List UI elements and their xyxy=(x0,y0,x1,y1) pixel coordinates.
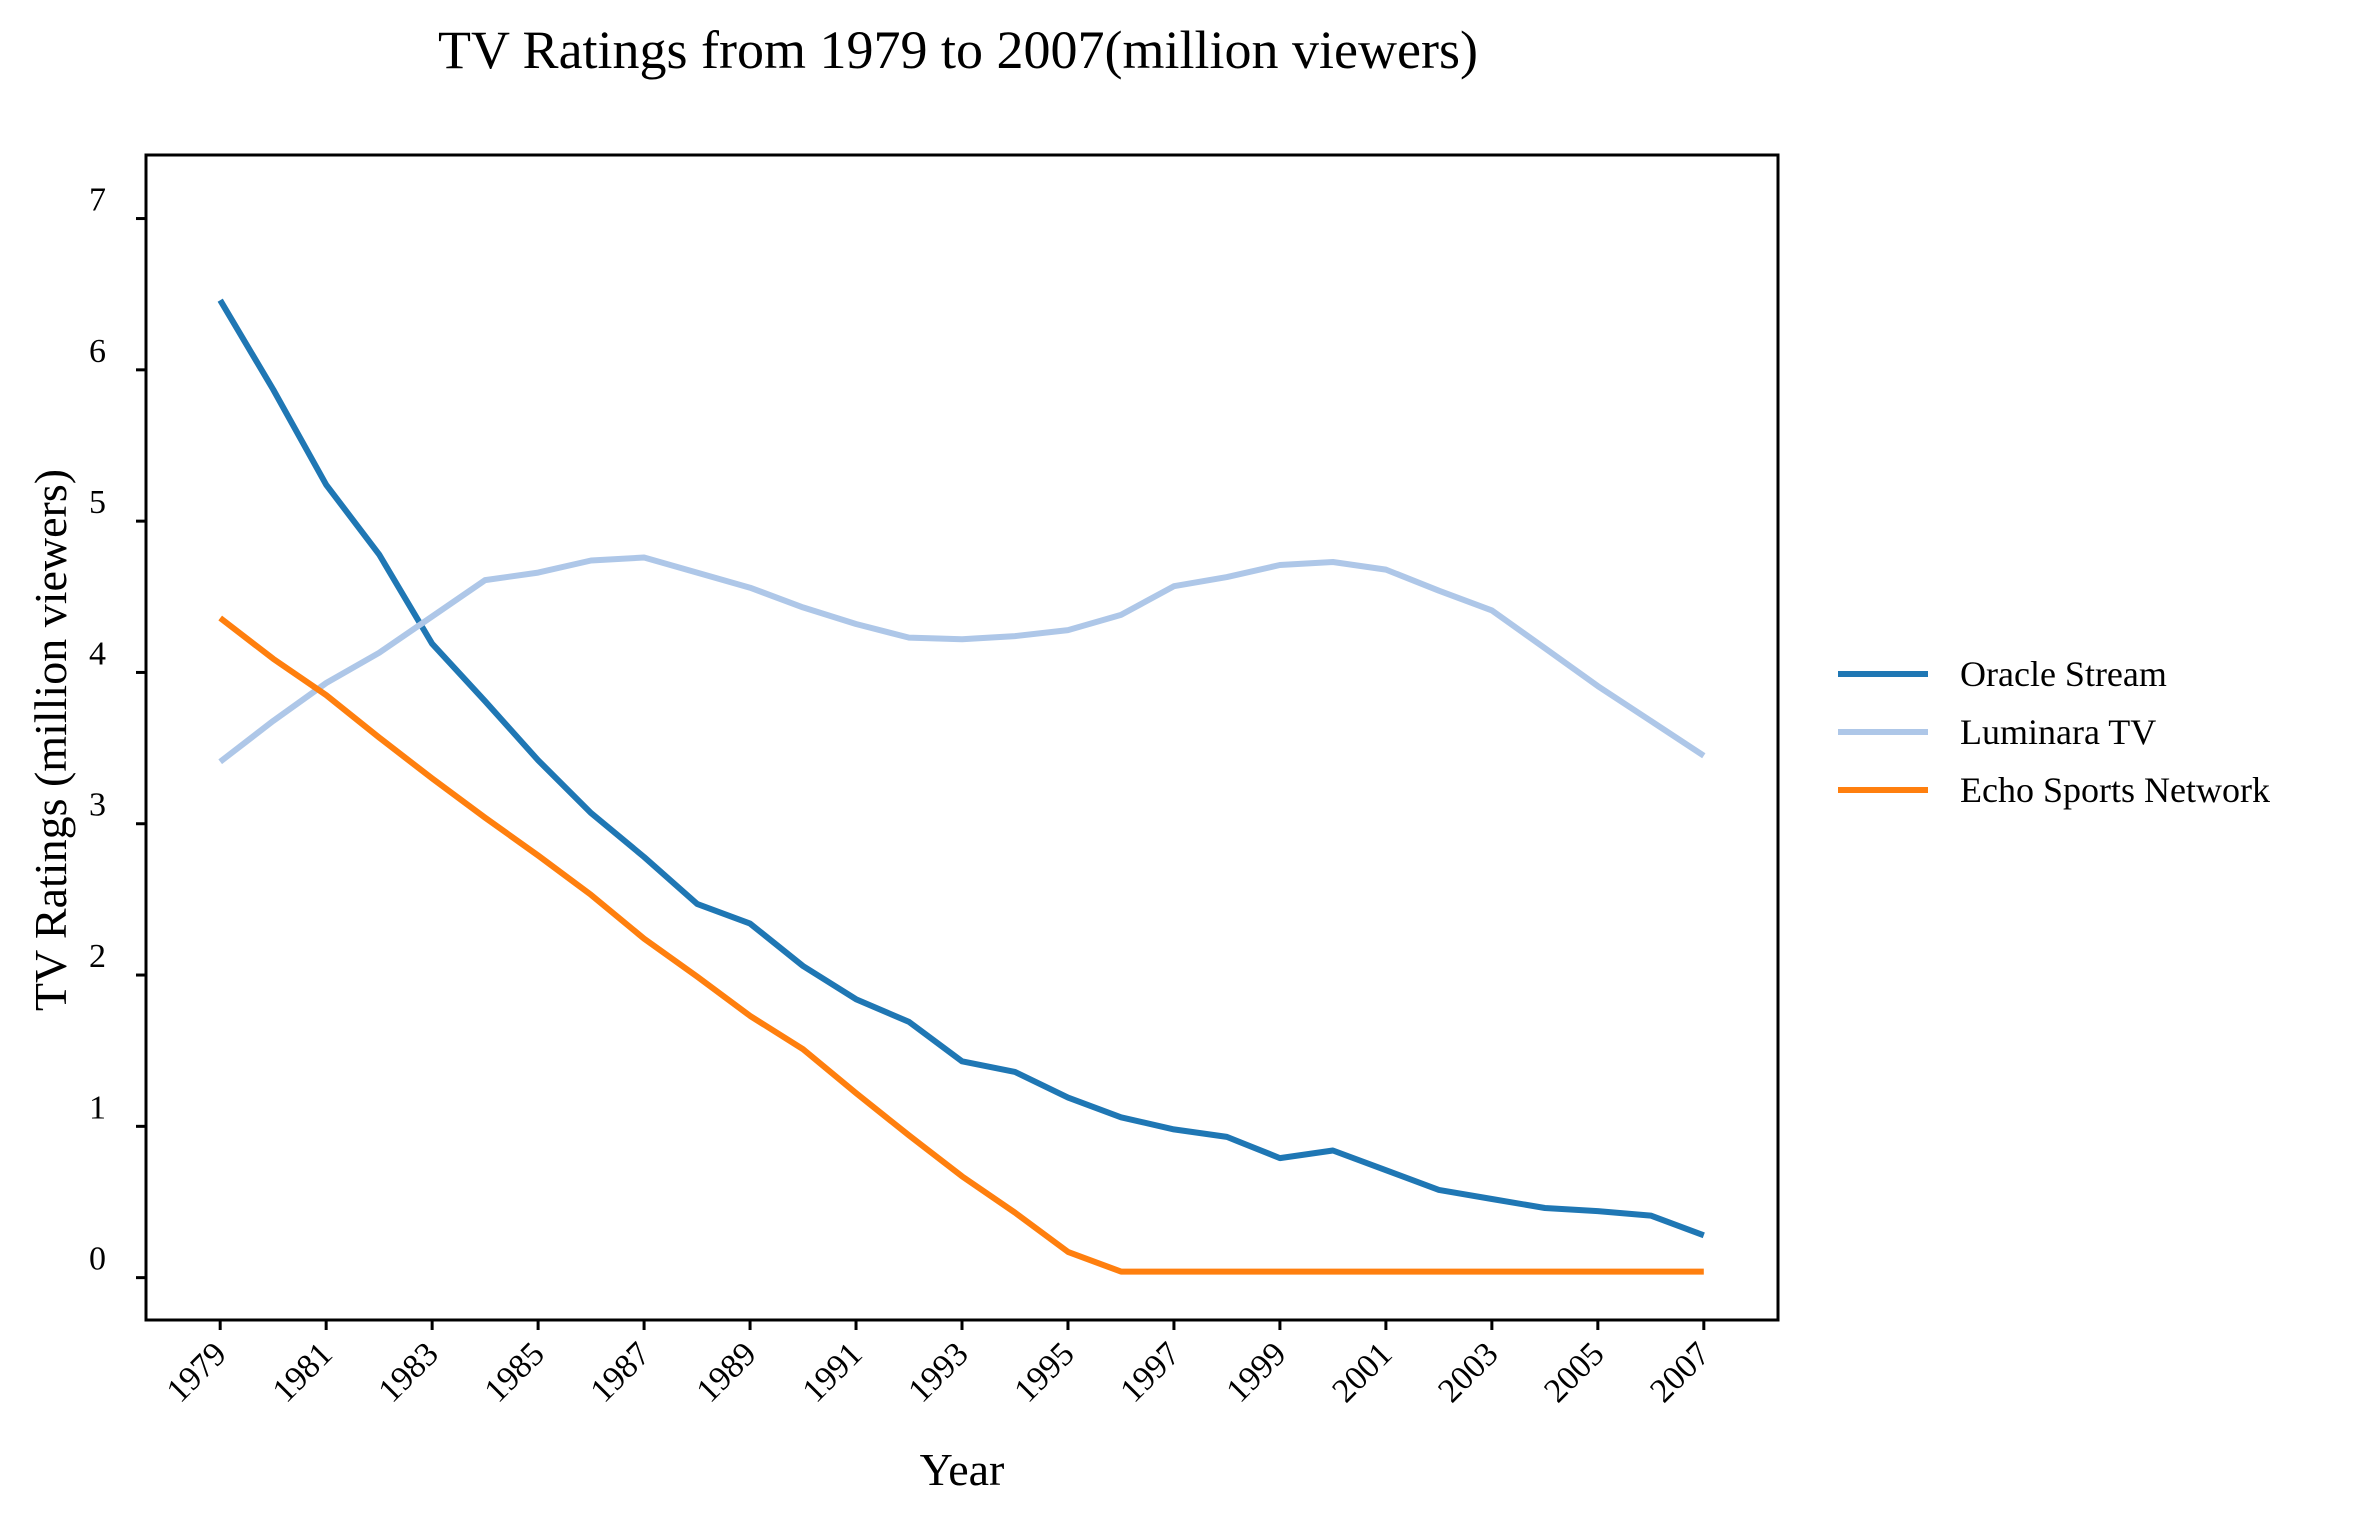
x-tick-label: 1989 xyxy=(689,1335,763,1409)
x-tick-label: 1995 xyxy=(1007,1335,1081,1409)
plot-frame xyxy=(144,153,1780,1322)
x-tick-label: 2005 xyxy=(1537,1335,1611,1409)
y-tick-label: 3 xyxy=(89,787,106,824)
x-tick-label: 1991 xyxy=(795,1335,869,1409)
x-tick-label: 1993 xyxy=(901,1335,975,1409)
x-tick-label: 2007 xyxy=(1643,1335,1717,1409)
x-tick-label: 1983 xyxy=(372,1335,446,1409)
y-tick-label: 2 xyxy=(89,938,106,975)
x-tick-label: 1981 xyxy=(266,1335,340,1409)
x-axis-label: Year xyxy=(920,1444,1005,1495)
x-tick-label: 1997 xyxy=(1113,1335,1187,1409)
legend-label: Oracle Stream xyxy=(1960,654,2167,694)
y-axis: 0 1 2 3 4 5 6 7 xyxy=(89,182,146,1280)
plot-area: 0 1 2 3 4 5 6 7 1979 1981 1983 1985 1987 1989 1991 199… xyxy=(89,153,1780,1410)
legend: Oracle Stream Luminara TV Echo Sports Netw… xyxy=(1838,654,2270,810)
y-tick-label: 6 xyxy=(89,333,106,370)
series-line-oracle-stream xyxy=(217,298,1705,1239)
x-tick-label: 1999 xyxy=(1219,1335,1293,1409)
y-axis-label: TV Ratings (million viewers) xyxy=(25,469,76,1011)
y-tick-label: 1 xyxy=(89,1089,106,1126)
legend-label: Echo Sports Network xyxy=(1960,770,2270,810)
series-line-luminara-tv xyxy=(218,554,1706,765)
x-tick-label: 2001 xyxy=(1325,1335,1399,1409)
series-lines xyxy=(217,298,1706,1275)
x-tick-label: 1987 xyxy=(583,1335,657,1409)
y-tick-label: 4 xyxy=(89,635,106,672)
x-tick-label: 2003 xyxy=(1431,1335,1505,1409)
legend-label: Luminara TV xyxy=(1960,712,2156,752)
y-tick-label: 7 xyxy=(89,182,106,219)
x-tick-label: 1979 xyxy=(160,1335,234,1409)
x-axis: 1979 1981 1983 1985 1987 1989 1991 1993 1995 1997… xyxy=(160,1320,1717,1410)
y-tick-label: 0 xyxy=(89,1241,106,1278)
chart-title: TV Ratings from 1979 to 2007(million vie… xyxy=(438,20,1478,80)
y-tick-label: 5 xyxy=(89,484,106,521)
series-line-echo-sports-network xyxy=(218,615,1704,1275)
x-tick-label: 1985 xyxy=(478,1335,552,1409)
